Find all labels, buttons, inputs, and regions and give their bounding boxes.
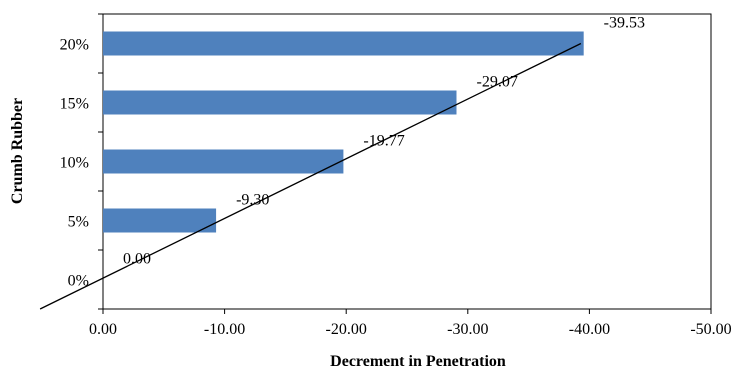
x-tick-labels: 0.00 -10.00 -20.00 -30.00 -40.00 -50.00 [89, 321, 732, 338]
x-tick-label: -50.00 [690, 321, 731, 338]
data-label: 0.00 [123, 251, 151, 268]
y-tick-label: 0% [68, 273, 89, 290]
y-tick-label: 10% [60, 155, 89, 172]
data-label: -29.07 [476, 74, 517, 91]
y-tick-label: 15% [60, 96, 89, 113]
x-tick-label: -20.00 [326, 321, 367, 338]
data-labels: 0.00 -9.30 -19.77 -29.07 -39.53 [123, 15, 645, 268]
y-axis-title: Crumb Rubber [9, 98, 26, 204]
x-axis-title: Decrement in Penetration [330, 353, 506, 370]
x-tick-label: -10.00 [204, 321, 245, 338]
y-tick-labels: 0% 5% 10% 15% 20% [60, 37, 89, 290]
bars [103, 31, 584, 233]
bar-20pct [103, 31, 584, 56]
trendline [39, 42, 582, 310]
bar-5pct [103, 208, 217, 233]
x-tick-label: -40.00 [569, 321, 610, 338]
x-tick-label: -30.00 [447, 321, 488, 338]
y-tick-label: 5% [68, 214, 89, 231]
data-label: -19.77 [363, 133, 404, 150]
bar-10pct [103, 149, 344, 174]
x-tick-label: 0.00 [89, 321, 117, 338]
y-tick-label: 20% [60, 37, 89, 54]
trendline-layer [39, 42, 582, 310]
data-label: -9.30 [236, 192, 269, 209]
data-label: -39.53 [604, 15, 645, 32]
bar-15pct [103, 90, 457, 115]
